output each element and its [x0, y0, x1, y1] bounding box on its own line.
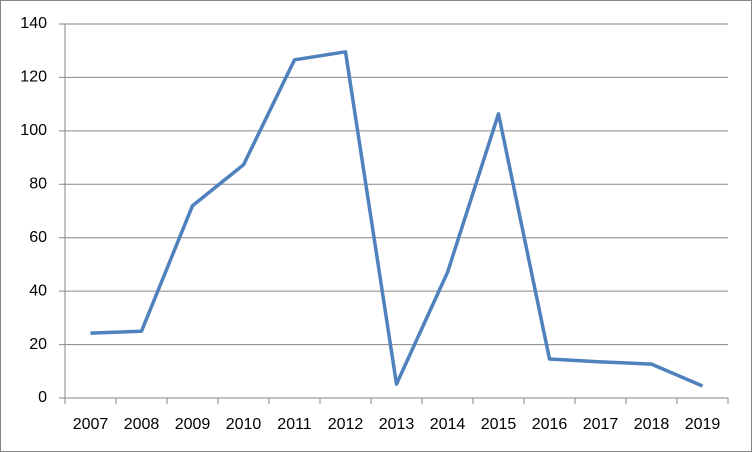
x-tick-label: 2014 [430, 416, 466, 433]
x-tick-label: 2013 [379, 416, 415, 433]
x-tick-label: 2009 [175, 416, 211, 433]
y-tick-label: 100 [20, 122, 47, 139]
x-tick-label: 2008 [124, 416, 160, 433]
x-tick-label: 2017 [583, 416, 619, 433]
x-tick-label: 2016 [532, 416, 568, 433]
y-tick-label: 140 [20, 15, 47, 32]
x-tick-label: 2018 [634, 416, 670, 433]
y-tick-label: 120 [20, 69, 47, 86]
x-tick-label: 2019 [685, 416, 721, 433]
x-tick-label: 2007 [73, 416, 109, 433]
x-tick-label: 2012 [328, 416, 364, 433]
x-tick-label: 2011 [277, 416, 312, 433]
y-tick-label: 0 [38, 389, 47, 406]
x-tick-label: 2010 [226, 416, 262, 433]
data-line [90, 50, 704, 388]
x-tick-label: 2015 [481, 416, 517, 433]
y-tick-label: 60 [29, 229, 47, 246]
y-tick-label: 80 [29, 176, 47, 193]
y-tick-label: 20 [29, 336, 47, 353]
y-tick-label: 40 [29, 282, 47, 299]
